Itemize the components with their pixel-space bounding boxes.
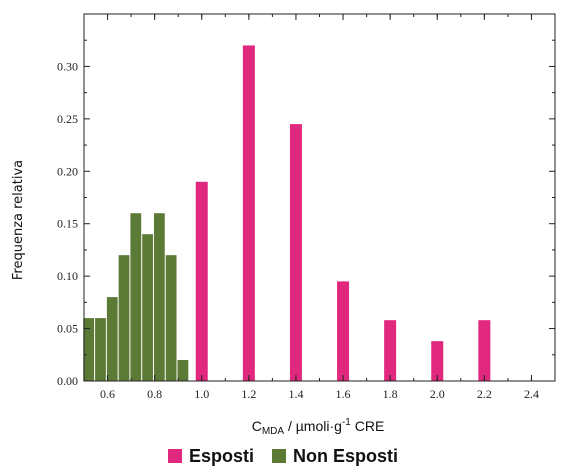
y-tick-label: 0.05 xyxy=(57,322,78,336)
x-tick-label: 0.8 xyxy=(147,387,162,401)
x-tick-label: 2.4 xyxy=(524,387,539,401)
y-tick-label: 0.00 xyxy=(57,374,78,388)
bar-non-esposti xyxy=(83,318,95,381)
x-axis-label-sup: -1 xyxy=(342,417,351,428)
bar-non-esposti xyxy=(95,318,106,381)
y-tick-label: 0.20 xyxy=(57,164,78,178)
legend: Esposti Non Esposti xyxy=(0,444,566,468)
x-tick-label: 2.0 xyxy=(430,387,445,401)
bar-esposti xyxy=(384,320,397,381)
y-tick-label: 0.30 xyxy=(57,59,78,73)
series-non-esposti xyxy=(83,213,189,381)
x-axis-label-sub: MDA xyxy=(262,426,285,437)
bar-non-esposti xyxy=(142,234,153,381)
bar-esposti xyxy=(242,45,255,381)
bar-non-esposti xyxy=(153,213,165,381)
bar-esposti xyxy=(289,124,302,381)
y-axis-label: Frequenza relativa xyxy=(11,160,26,280)
x-tick-label: 0.6 xyxy=(100,387,115,401)
bar-non-esposti xyxy=(106,297,118,381)
bar-non-esposti xyxy=(118,255,130,381)
y-tick-label: 0.10 xyxy=(57,269,78,283)
bar-non-esposti xyxy=(165,255,177,381)
x-tick-label: 1.6 xyxy=(336,387,351,401)
chart: 0.6 0.8 1.0 1.2 1.4 1.6 1.8 2.0 2.2 2.4 0.00 0.05 0.… xyxy=(11,13,556,437)
x-tick-label: 1.2 xyxy=(241,387,256,401)
x-axis-label-main: C xyxy=(252,418,262,434)
bar-non-esposti xyxy=(130,213,142,381)
x-tick-label: 1.0 xyxy=(194,387,209,401)
x-tick-label: 1.8 xyxy=(383,387,398,401)
x-tick-label: 1.4 xyxy=(288,387,303,401)
y-tick-label: 0.15 xyxy=(57,217,78,231)
bar-esposti xyxy=(337,281,350,381)
legend-item-non-esposti: Non Esposti xyxy=(272,446,398,467)
bar-esposti xyxy=(431,341,444,381)
bar-esposti xyxy=(478,320,491,381)
x-axis-label: CMDA / µmoli·g-1 CRE xyxy=(252,417,385,437)
x-axis-label-end: CRE xyxy=(351,418,384,434)
legend-label-esposti: Esposti xyxy=(188,445,254,466)
legend-item-esposti: Esposti xyxy=(167,445,254,467)
x-axis-label-mid: / µmoli·g xyxy=(284,418,342,434)
series-esposti xyxy=(195,45,491,381)
x-tick-label: 2.2 xyxy=(477,387,492,401)
bar-esposti xyxy=(195,181,208,381)
legend-swatch-non-esposti xyxy=(272,449,286,463)
axis-ticks: 0.6 0.8 1.0 1.2 1.4 1.6 1.8 2.0 2.2 2.4 0.00 0.05 0.… xyxy=(57,14,556,401)
y-tick-label: 0.25 xyxy=(57,112,78,126)
legend-label-non-esposti: Non Esposti xyxy=(293,445,399,466)
bar-non-esposti xyxy=(177,360,189,381)
legend-swatch-esposti xyxy=(167,449,182,463)
